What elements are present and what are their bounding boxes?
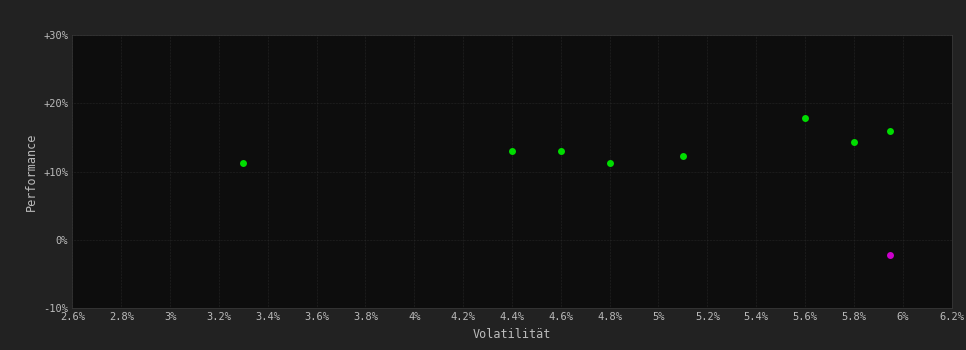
Point xyxy=(236,161,251,166)
Y-axis label: Performance: Performance xyxy=(25,132,38,211)
Point xyxy=(797,116,812,121)
Point xyxy=(846,139,862,145)
Point xyxy=(554,148,569,154)
Point xyxy=(883,128,898,133)
X-axis label: Volatilität: Volatilität xyxy=(472,328,552,341)
Point xyxy=(602,161,617,166)
Point xyxy=(883,252,898,258)
Point xyxy=(504,148,520,154)
Point xyxy=(675,154,691,159)
